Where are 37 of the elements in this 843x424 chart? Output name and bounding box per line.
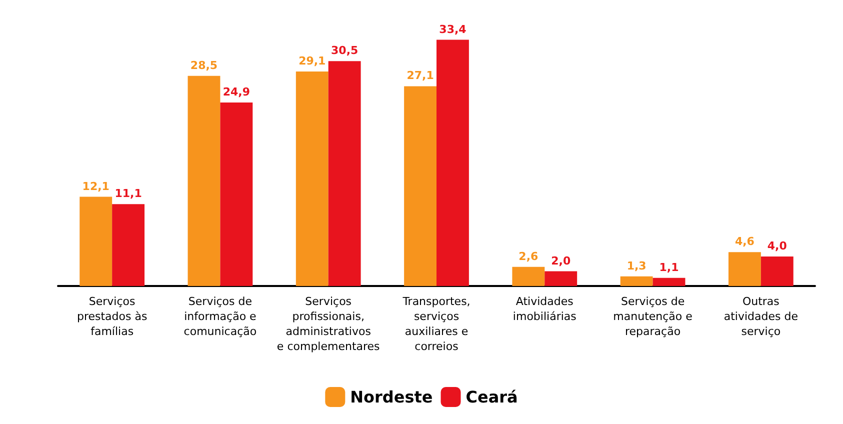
x-tick-label: Serviços prestados às famílias — [76, 295, 148, 338]
bar — [620, 276, 653, 286]
data-label: 33,4 — [439, 22, 467, 36]
bar — [652, 278, 686, 286]
bar — [328, 61, 361, 286]
data-label: 30,5 — [331, 44, 358, 58]
data-label: 1,3 — [626, 259, 646, 272]
bar — [404, 86, 436, 286]
bar — [760, 256, 794, 286]
x-tick-label: Serviços profissionais, administrativos e complementares — [276, 295, 380, 353]
x-tick-label: Transportes, serviços auxiliares e correios — [402, 295, 470, 353]
data-label: 24,9 — [222, 85, 250, 98]
data-label: 2,6 — [518, 250, 539, 263]
legend-label: Ceará — [466, 388, 518, 406]
bar — [512, 266, 545, 286]
x-tick-label: Serviços de manutenção e reparação — [613, 295, 693, 338]
legend-label: Nordeste — [350, 388, 433, 406]
x-tick-label: Serviços de informação e comunicação — [184, 295, 257, 338]
bar — [112, 204, 145, 286]
data-label: 27,1 — [406, 69, 434, 82]
x-tick-label: Atividades imobiliárias — [512, 295, 577, 323]
x-tick-label: Outras atividades de serviço — [724, 295, 798, 338]
bar — [436, 40, 469, 286]
data-label: 29,1 — [298, 54, 326, 68]
bar — [296, 71, 328, 286]
data-label: 12,1 — [82, 180, 110, 193]
bar — [188, 76, 220, 286]
data-label: 2,0 — [551, 254, 571, 268]
bar — [220, 102, 253, 286]
bar — [80, 196, 112, 286]
data-label: 4,6 — [734, 235, 755, 248]
data-label: 11,1 — [114, 187, 142, 200]
data-label: 4,0 — [767, 240, 788, 253]
bar — [544, 271, 578, 286]
data-label: 28,5 — [190, 58, 218, 72]
data-label: 1,1 — [659, 260, 679, 274]
bar — [728, 252, 761, 286]
